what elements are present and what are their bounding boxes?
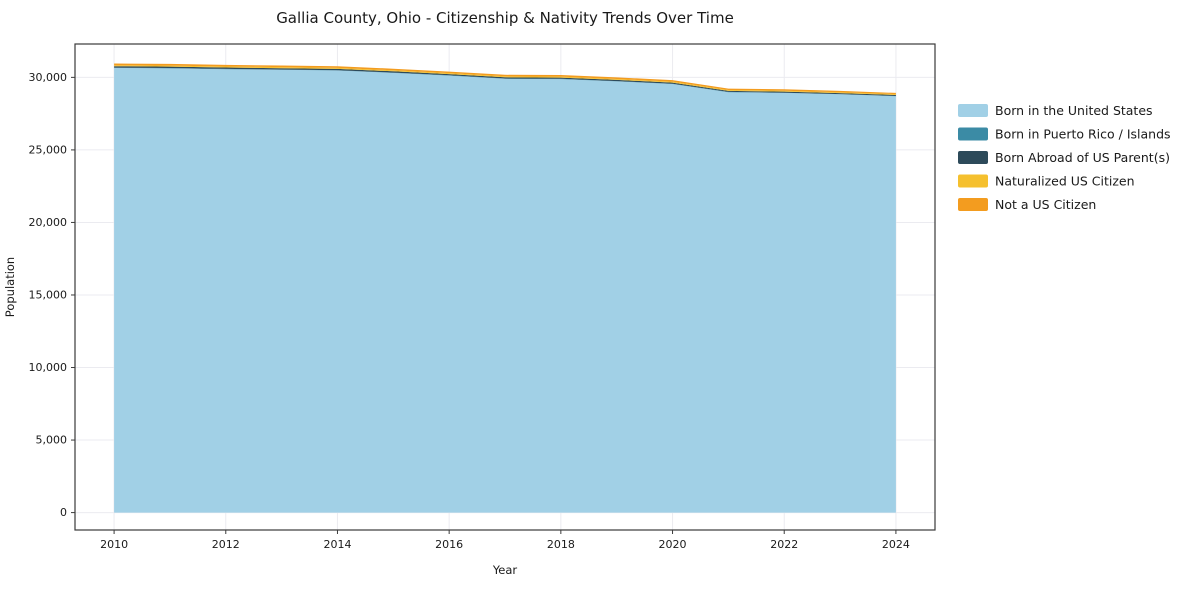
area-series-3 — [114, 65, 896, 95]
x-tick-label: 2010 — [100, 538, 128, 551]
x-tick-label: 2014 — [323, 538, 351, 551]
x-tick-label: 2012 — [212, 538, 240, 551]
y-tick-label: 0 — [60, 506, 67, 519]
x-tick-label: 2018 — [547, 538, 575, 551]
legend-swatch-0 — [958, 104, 988, 117]
x-tick-label: 2022 — [770, 538, 798, 551]
legend-label-3: Naturalized US Citizen — [995, 174, 1135, 189]
y-axis-label: Population — [3, 257, 17, 317]
legend-swatch-4 — [958, 198, 988, 211]
area-series-4 — [114, 63, 896, 95]
plot-border — [74, 43, 936, 531]
x-axis-label: Year — [492, 563, 518, 577]
area-series-0 — [114, 67, 896, 513]
x-tick-label: 2016 — [435, 538, 463, 551]
legend-label-2: Born Abroad of US Parent(s) — [995, 150, 1170, 165]
legend-swatch-1 — [958, 127, 988, 141]
chart-title: Gallia County, Ohio - Citizenship & Nati… — [276, 9, 734, 27]
x-tick-label: 2020 — [659, 538, 687, 551]
y-tick-label: 15,000 — [29, 288, 68, 301]
y-tick-label: 25,000 — [29, 143, 68, 156]
area-series-2 — [114, 66, 896, 96]
legend-label-1: Born in Puerto Rico / Islands — [995, 127, 1171, 142]
legend-label-0: Born in the United States — [995, 103, 1153, 118]
y-tick-label: 30,000 — [29, 71, 68, 84]
x-tick-label: 2024 — [882, 538, 910, 551]
legend-label-4: Not a US Citizen — [995, 197, 1096, 212]
legend-swatch-2 — [958, 151, 988, 164]
legend-swatch-3 — [958, 174, 988, 188]
y-tick-label: 10,000 — [29, 361, 68, 374]
y-tick-label: 20,000 — [29, 216, 68, 229]
y-tick-label: 5,000 — [36, 434, 68, 447]
